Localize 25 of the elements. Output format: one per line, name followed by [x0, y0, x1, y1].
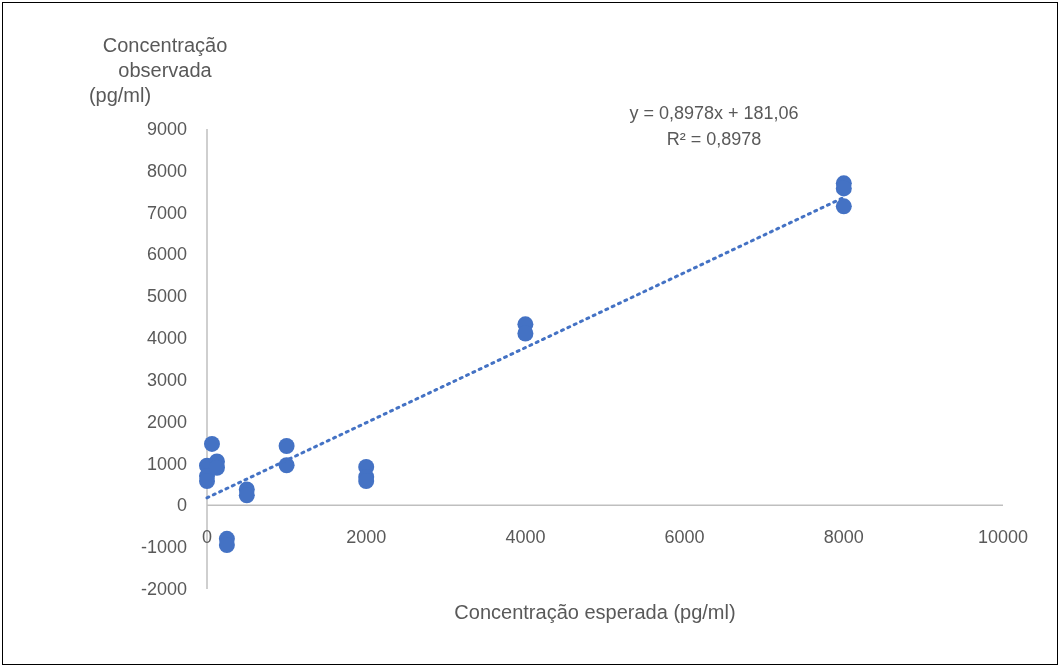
- y-tick-label: 3000: [146, 369, 187, 390]
- y-axis-title: Concentração observada (pg/ml): [88, 34, 228, 106]
- y-tick-label: 0: [176, 495, 187, 516]
- y-tick-label: 7000: [146, 202, 187, 223]
- x-tick-label: 6000: [664, 527, 705, 548]
- y-tick-label: 1000: [146, 453, 187, 474]
- annotation: R² = 0,8978: [666, 129, 762, 149]
- x-tick-label: 4000: [505, 527, 546, 548]
- text: y = 0,8978x + 181,06: [629, 103, 799, 123]
- y-tick-label: 9000: [146, 119, 187, 139]
- x-tick-label: 8000: [823, 527, 864, 548]
- x-tick-label: 10000: [977, 527, 1029, 548]
- y-tick-label: 5000: [146, 286, 187, 307]
- y-tick-label: 4000: [146, 328, 187, 349]
- x-axis-title: Concentração esperada (pg/ml): [454, 601, 736, 623]
- point: [278, 438, 295, 454]
- x-tick-label: 0: [201, 527, 213, 548]
- y-tick-label: -1000: [140, 537, 187, 558]
- point: [835, 198, 852, 215]
- x-tick-label: 2000: [346, 527, 387, 548]
- y-tick-label: 2000: [146, 411, 187, 432]
- y-tick-label: 8000: [146, 160, 187, 181]
- y-tick-label: -2000: [140, 579, 187, 599]
- y-tick-label: 6000: [146, 244, 187, 265]
- point: [203, 435, 220, 452]
